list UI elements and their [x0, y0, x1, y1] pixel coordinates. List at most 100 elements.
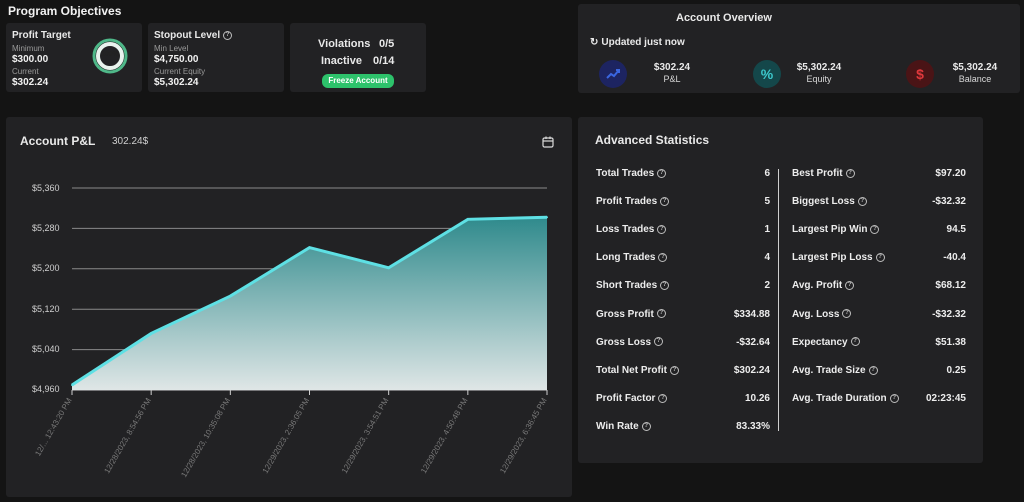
- pnl-data-point[interactable]: [150, 332, 153, 335]
- pnl-data-point[interactable]: [546, 216, 548, 219]
- violations-label: Violations: [318, 38, 371, 50]
- stat-label-text: Profit Trades: [596, 196, 658, 208]
- pnl-data-point[interactable]: [229, 295, 232, 298]
- stat-value: 6: [764, 168, 770, 179]
- stat-label-text: Profit Factor: [596, 392, 656, 404]
- y-tick-label: $5,200: [32, 263, 60, 273]
- stat-label-text: Expectancy: [792, 336, 848, 348]
- stat-label: Largest Pip Win?: [792, 224, 880, 235]
- stat-value: 83.33%: [736, 420, 770, 432]
- help-icon[interactable]: ?: [658, 393, 668, 403]
- stat-value: 1: [764, 224, 770, 236]
- account-overview-card: Account Overview ↻ Updated just now $302.…: [578, 4, 1020, 93]
- pnl-area-fill: [72, 217, 547, 390]
- stat-row: Avg. Trade Duration? 02:23:45: [792, 393, 966, 407]
- help-icon[interactable]: ?: [845, 168, 855, 178]
- help-icon[interactable]: ?: [669, 365, 679, 375]
- minimum-label: Minimum: [12, 44, 45, 53]
- stat-row: Avg. Trade Size? 0.25: [792, 365, 966, 379]
- stat-row: Expectancy? $51.38: [792, 337, 966, 351]
- balance-overview-label: Balance: [958, 74, 992, 84]
- stat-label: Best Profit?: [792, 168, 855, 179]
- stat-label: Avg. Loss?: [792, 308, 852, 320]
- y-tick-label: $5,040: [32, 344, 60, 354]
- stat-row: Long Trades? 4: [596, 252, 770, 266]
- stat-label: Expectancy?: [792, 337, 860, 348]
- stat-label-text: Total Trades: [596, 168, 655, 179]
- help-icon[interactable]: ?: [850, 337, 860, 347]
- stat-label-text: Short Trades: [596, 280, 658, 292]
- pnl-data-point[interactable]: [387, 266, 390, 269]
- advanced-statistics-card: Advanced Statistics: [578, 117, 983, 463]
- stat-label: Avg. Trade Duration?: [792, 393, 899, 404]
- help-icon[interactable]: ?: [870, 225, 880, 235]
- help-icon[interactable]: ?: [660, 196, 670, 206]
- help-icon[interactable]: ?: [889, 393, 899, 403]
- stat-value: 94.5: [946, 224, 966, 236]
- stat-label-text: Avg. Profit: [792, 280, 843, 292]
- stat-row: Short Trades? 2: [596, 280, 770, 294]
- minimum-value: $300.00: [12, 54, 49, 65]
- help-icon[interactable]: ?: [641, 421, 651, 431]
- help-icon[interactable]: ?: [656, 309, 666, 319]
- balance-overview-value: $5,302.24: [952, 62, 998, 73]
- stat-value: $302.24: [733, 364, 770, 376]
- help-icon[interactable]: ?: [660, 281, 670, 291]
- violations-value: 0/5: [379, 38, 395, 50]
- help-icon[interactable]: ?: [657, 168, 667, 178]
- pnl-data-point[interactable]: [308, 246, 311, 249]
- min-level-label: Min Level: [154, 44, 189, 53]
- pnl-data-point[interactable]: [71, 383, 73, 386]
- help-icon[interactable]: ?: [657, 225, 667, 235]
- pnl-data-point[interactable]: [466, 218, 469, 221]
- stat-label: Total Trades?: [596, 168, 667, 179]
- stat-row: Avg. Profit? $68.12: [792, 280, 966, 294]
- freeze-account-button[interactable]: Freeze Account: [322, 74, 394, 88]
- stat-label-text: Loss Trades: [596, 224, 655, 236]
- help-icon[interactable]: ?: [654, 337, 664, 347]
- help-icon[interactable]: ?: [658, 253, 668, 263]
- stat-value: $97.20: [935, 168, 966, 179]
- stat-label-text: Gross Loss: [596, 336, 652, 348]
- stat-row: Loss Trades? 1: [596, 224, 770, 238]
- stat-value: 2: [764, 280, 770, 292]
- stat-value: -40.4: [943, 252, 966, 264]
- stat-value: $334.88: [733, 308, 770, 320]
- help-icon[interactable]: ?: [845, 281, 855, 291]
- stat-label-text: Avg. Loss: [792, 308, 840, 320]
- stat-label-text: Long Trades: [596, 252, 656, 264]
- y-tick-label: $5,360: [32, 183, 60, 193]
- pnl-title: Account P&L: [20, 134, 96, 148]
- refresh-icon[interactable]: ↻: [590, 37, 599, 48]
- help-icon[interactable]: ?: [842, 309, 852, 319]
- profit-target-card: Profit Target Minimum $300.00 Current $3…: [6, 23, 142, 92]
- current-equity-label: Current Equity: [154, 67, 206, 76]
- stat-label: Win Rate?: [596, 421, 651, 432]
- violations-card: Violations 0/5 Inactive 0/14 Freeze Acco…: [290, 23, 426, 92]
- stat-label: Largest Pip Loss?: [792, 252, 885, 263]
- help-icon[interactable]: ?: [857, 196, 867, 206]
- stat-row: Gross Loss? -$32.64: [596, 337, 770, 351]
- stat-row: Largest Pip Loss? -40.4: [792, 252, 966, 266]
- calendar-icon[interactable]: [542, 135, 554, 148]
- help-icon[interactable]: ?: [868, 365, 878, 375]
- profit-target-title: Profit Target: [12, 30, 71, 41]
- pnl-overview-label: P&L: [663, 74, 681, 84]
- stat-label: Gross Profit?: [596, 309, 666, 320]
- advanced-statistics-title: Advanced Statistics: [595, 133, 710, 147]
- current-equity-value: $5,302.24: [154, 77, 199, 88]
- current-value: $302.24: [12, 77, 49, 88]
- stat-label: Biggest Loss?: [792, 196, 867, 207]
- x-tick-label: 12/29/2023, 4:50:48 PM: [419, 396, 470, 475]
- stat-value: 4: [764, 252, 770, 264]
- stat-label-text: Total Net Profit: [596, 364, 667, 376]
- current-label: Current: [12, 67, 39, 76]
- stopout-level-card: Stopout Level? Min Level $4,750.00 Curre…: [148, 23, 284, 92]
- updated-text: Updated just now: [601, 37, 685, 48]
- help-icon[interactable]: ?: [223, 30, 233, 40]
- help-icon[interactable]: ?: [875, 253, 885, 263]
- y-tick-label: $5,280: [32, 223, 60, 233]
- stat-label: Short Trades?: [596, 280, 670, 292]
- equity-overview-label: Equity: [806, 74, 832, 84]
- y-tick-label: $4,960: [32, 384, 60, 394]
